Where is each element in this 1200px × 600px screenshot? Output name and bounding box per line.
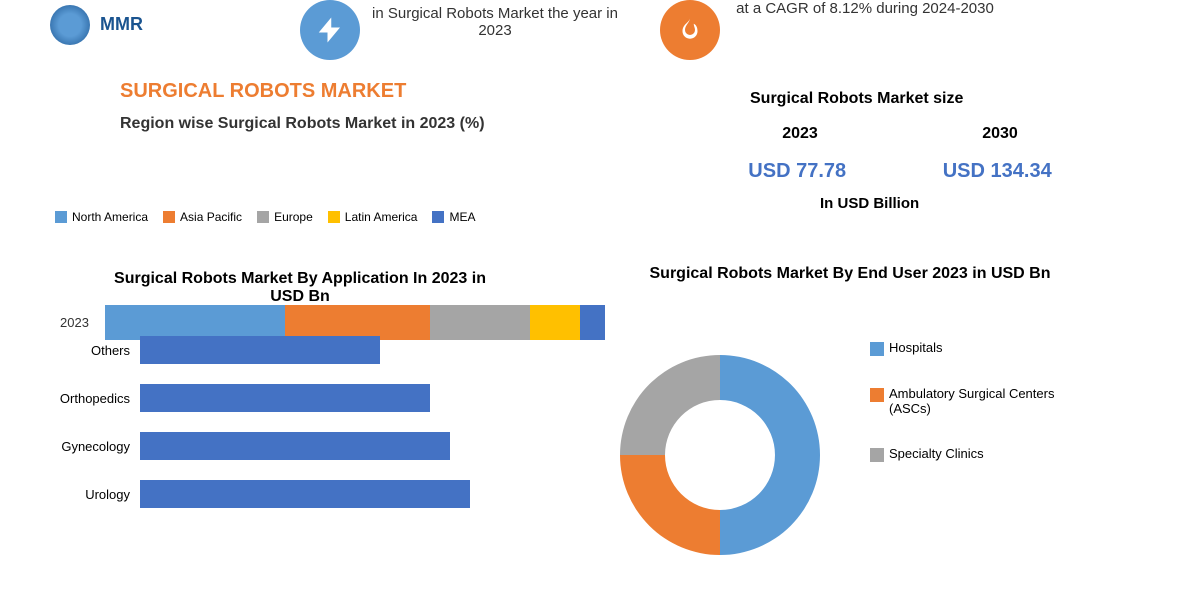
legend-label: Specialty Clinics (889, 446, 984, 461)
logo-text: MMR (100, 14, 143, 34)
legend-swatch (257, 211, 269, 223)
donut-slice (720, 355, 820, 555)
application-label: Others (30, 343, 140, 358)
legend-label: Europe (274, 210, 313, 224)
application-chart-title: Surgical Robots Market By Application In… (100, 270, 500, 306)
enduser-donut-chart (600, 335, 840, 575)
legend-swatch (163, 211, 175, 223)
legend-swatch (870, 388, 884, 402)
year-2030: 2030 (982, 125, 1018, 143)
year-2023: 2023 (782, 125, 818, 143)
top-right-text: at a CAGR of 8.12% during 2024-2030 (730, 0, 1000, 17)
enduser-legend: Hospitals Ambulatory Surgical Centers (AS… (870, 340, 1089, 492)
legend-swatch (55, 211, 67, 223)
legend-label: Ambulatory Surgical Centers (ASCs) (889, 386, 1089, 416)
region-segment (530, 305, 580, 340)
donut-slice (620, 355, 720, 455)
legend-label: Asia Pacific (180, 210, 242, 224)
application-chart: Others Orthopedics Gynecology Urology (30, 330, 530, 522)
value-2023: USD 77.78 (748, 160, 846, 183)
application-label: Gynecology (30, 439, 140, 454)
application-row: Orthopedics (30, 378, 530, 418)
region-chart-title: Region wise Surgical Robots Market in 20… (120, 115, 485, 133)
legend-item: Latin America (328, 210, 418, 224)
legend-label: Hospitals (889, 340, 942, 355)
value-2030: USD 134.34 (943, 160, 1052, 183)
application-label: Orthopedics (30, 391, 140, 406)
globe-icon (50, 5, 90, 45)
legend-item: Europe (257, 210, 313, 224)
legend-swatch (328, 211, 340, 223)
application-row: Urology (30, 474, 530, 514)
application-row: Others (30, 330, 530, 370)
top-left-text: in Surgical Robots Market the year in 20… (370, 5, 620, 39)
legend-label: MEA (449, 210, 475, 224)
logo: MMR (50, 5, 143, 45)
legend-swatch (870, 448, 884, 462)
application-bar (140, 384, 430, 412)
donut-slice (620, 455, 720, 555)
market-size-years: 2023 2030 (700, 125, 1100, 143)
application-label: Urology (30, 487, 140, 502)
legend-item: Ambulatory Surgical Centers (ASCs) (870, 386, 1089, 416)
application-bar (140, 480, 470, 508)
market-size-values: USD 77.78 USD 134.34 (700, 160, 1100, 183)
application-row: Gynecology (30, 426, 530, 466)
legend-label: Latin America (345, 210, 418, 224)
market-size-title: Surgical Robots Market size (750, 90, 963, 108)
legend-item: Specialty Clinics (870, 446, 1089, 462)
legend-swatch (870, 342, 884, 356)
legend-label: North America (72, 210, 148, 224)
legend-item: North America (55, 210, 148, 224)
legend-item: Asia Pacific (163, 210, 242, 224)
main-title: SURGICAL ROBOTS MARKET (120, 80, 406, 103)
legend-item: Hospitals (870, 340, 1089, 356)
flame-icon (660, 0, 720, 60)
legend-item: MEA (432, 210, 475, 224)
market-size-unit: In USD Billion (820, 195, 919, 212)
region-legend: North America Asia Pacific Europe Latin Ame… (55, 210, 475, 224)
application-bar (140, 336, 380, 364)
legend-swatch (432, 211, 444, 223)
lightning-icon (300, 0, 360, 60)
application-bar (140, 432, 450, 460)
enduser-chart-title: Surgical Robots Market By End User 2023 … (640, 265, 1060, 283)
region-year-label: 2023 (60, 315, 89, 330)
